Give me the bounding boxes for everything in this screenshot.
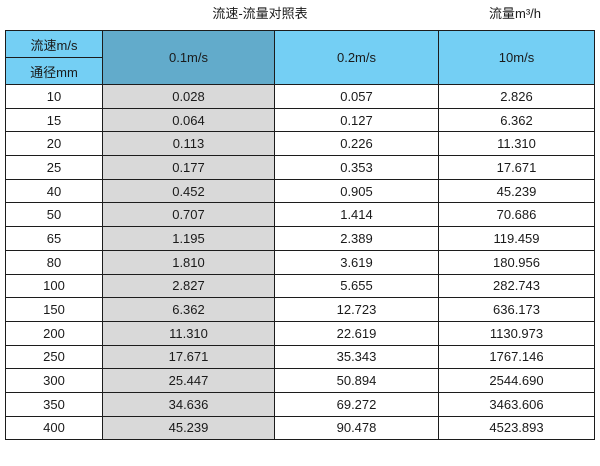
flow-value-cell: 50.894: [274, 368, 439, 393]
flow-value-cell: 0.452: [102, 178, 275, 204]
table-row: 80 1.810 3.619 180.956: [5, 249, 595, 275]
flow-value-cell: 0.905: [274, 178, 439, 204]
diameter-cell: 300: [5, 368, 103, 393]
diameter-cell: 40: [5, 178, 103, 204]
flow-value-cell: 11.310: [102, 320, 275, 346]
caption-bar: 流速-流量对照表 流量m³/h: [0, 0, 600, 30]
column-header-10ms: 10m/s: [438, 30, 595, 85]
diameter-cell: 15: [5, 107, 103, 133]
table-title: 流速-流量对照表: [212, 6, 308, 21]
flow-value-cell: 119.459: [438, 226, 595, 251]
diameter-cell: 350: [5, 391, 103, 417]
flow-value-cell: 2544.690: [438, 368, 595, 393]
diameter-cell: 80: [5, 249, 103, 275]
corner-cell-diameter: 通径mm: [5, 57, 103, 85]
table-row: 200 11.310 22.619 1130.973: [5, 320, 595, 346]
flow-value-cell: 12.723: [274, 297, 439, 322]
table-row: 15 0.064 0.127 6.362: [5, 107, 595, 133]
diameter-cell: 150: [5, 297, 103, 322]
table-row: 65 1.195 2.389 119.459: [5, 226, 595, 251]
table-row: 10 0.028 0.057 2.826: [5, 84, 595, 109]
flow-value-cell: 90.478: [274, 415, 439, 441]
table-row: 250 17.671 35.343 1767.146: [5, 344, 595, 370]
flow-value-cell: 2.827: [102, 273, 275, 299]
flow-value-cell: 1.810: [102, 249, 275, 275]
diameter-cell: 20: [5, 131, 103, 157]
flow-value-cell: 35.343: [274, 344, 439, 370]
flow-value-cell: 0.113: [102, 131, 275, 157]
flow-value-cell: 180.956: [438, 249, 595, 275]
flow-value-cell: 0.057: [274, 84, 439, 109]
flow-unit-label: 流量m³/h: [488, 6, 541, 21]
flow-value-cell: 636.173: [438, 297, 595, 322]
table-row: 300 25.447 50.894 2544.690: [5, 368, 595, 393]
flow-value-cell: 6.362: [438, 107, 595, 133]
flow-value-cell: 0.064: [102, 107, 275, 133]
column-header-0.1ms: 0.1m/s: [102, 30, 275, 85]
header-row-top: 流速m/s 0.1m/s 0.2m/s 10m/s: [5, 30, 595, 85]
flow-value-cell: 0.028: [102, 84, 275, 109]
flow-value-cell: 5.655: [274, 273, 439, 299]
table-row: 20 0.113 0.226 11.310: [5, 131, 595, 157]
table-row: 150 6.362 12.723 636.173: [5, 297, 595, 322]
flow-value-cell: 0.177: [102, 155, 275, 180]
flow-value-cell: 3.619: [274, 249, 439, 275]
diameter-cell: 25: [5, 155, 103, 180]
flow-rate-table: 流速m/s 0.1m/s 0.2m/s 10m/s 通径mm 10 0.028 0.…: [5, 30, 595, 441]
flow-value-cell: 17.671: [438, 155, 595, 180]
table-row: 100 2.827 5.655 282.743: [5, 273, 595, 299]
diameter-cell: 100: [5, 273, 103, 299]
column-header-0.2ms: 0.2m/s: [274, 30, 439, 85]
flow-value-cell: 4523.893: [438, 415, 595, 441]
diameter-cell: 200: [5, 320, 103, 346]
table-row: 50 0.707 1.414 70.686: [5, 202, 595, 228]
corner-cell-velocity: 流速m/s: [5, 30, 103, 58]
flow-value-cell: 45.239: [102, 415, 275, 441]
diameter-cell: 50: [5, 202, 103, 228]
flow-value-cell: 1.414: [274, 202, 439, 228]
flow-value-cell: 34.636: [102, 391, 275, 417]
table-header: 流速m/s 0.1m/s 0.2m/s 10m/s 通径mm: [5, 30, 595, 85]
flow-value-cell: 2.826: [438, 84, 595, 109]
flow-value-cell: 45.239: [438, 178, 595, 204]
flow-value-cell: 0.707: [102, 202, 275, 228]
flow-value-cell: 0.127: [274, 107, 439, 133]
flow-value-cell: 1.195: [102, 226, 275, 251]
flow-value-cell: 11.310: [438, 131, 595, 157]
flow-value-cell: 0.226: [274, 131, 439, 157]
flow-value-cell: 6.362: [102, 297, 275, 322]
table-row: 40 0.452 0.905 45.239: [5, 178, 595, 204]
table-row: 350 34.636 69.272 3463.606: [5, 391, 595, 417]
table-body: 10 0.028 0.057 2.826 15 0.064 0.127 6.362 20 0.11…: [5, 84, 595, 441]
header-row-bottom: 通径mm: [5, 57, 595, 85]
flow-value-cell: 22.619: [274, 320, 439, 346]
flow-value-cell: 282.743: [438, 273, 595, 299]
flow-value-cell: 1130.973: [438, 320, 595, 346]
flow-value-cell: 2.389: [274, 226, 439, 251]
flow-value-cell: 17.671: [102, 344, 275, 370]
diameter-cell: 65: [5, 226, 103, 251]
table-row: 25 0.177 0.353 17.671: [5, 155, 595, 180]
flow-value-cell: 70.686: [438, 202, 595, 228]
flow-value-cell: 25.447: [102, 368, 275, 393]
diameter-cell: 400: [5, 415, 103, 441]
diameter-cell: 250: [5, 344, 103, 370]
flow-value-cell: 69.272: [274, 391, 439, 417]
diameter-cell: 10: [5, 84, 103, 109]
flow-value-cell: 3463.606: [438, 391, 595, 417]
flow-value-cell: 0.353: [274, 155, 439, 180]
flow-value-cell: 1767.146: [438, 344, 595, 370]
table-row: 400 45.239 90.478 4523.893: [5, 415, 595, 441]
